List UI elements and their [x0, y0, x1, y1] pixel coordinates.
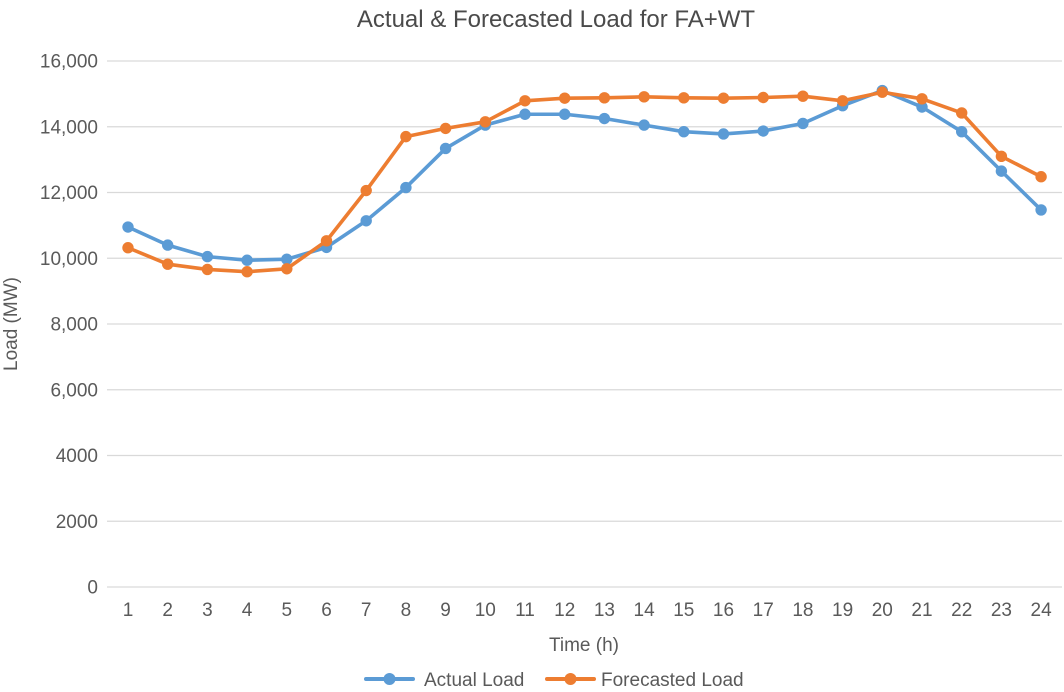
series-line: [126, 90, 1043, 274]
data-point-marker: [122, 242, 134, 254]
x-tick-label: 17: [753, 600, 774, 621]
data-point-marker: [519, 108, 531, 120]
data-point-marker: [360, 184, 372, 197]
data-point-marker: [638, 91, 650, 103]
data-point-marker: [559, 92, 571, 104]
data-point-marker: [717, 128, 730, 140]
gridlines: [107, 60, 1062, 588]
x-tick-label: 2: [162, 600, 173, 621]
x-tick-label: 12: [554, 600, 575, 621]
x-tick-label: 16: [713, 600, 734, 621]
x-tick-label: 4: [242, 600, 253, 621]
data-point-marker: [678, 92, 690, 104]
data-point-marker: [162, 239, 174, 251]
data-point-marker: [400, 181, 412, 194]
data-point-marker: [162, 258, 174, 270]
y-tick-labels: 0 2000 4000 6,000 8,000 10,000 12,000 14,000 16,…: [40, 52, 98, 599]
y-tick-label: 12,000: [40, 183, 98, 204]
y-tick-label: 10,000: [40, 249, 98, 270]
x-tick-label: 23: [991, 600, 1012, 621]
data-point-marker: [916, 101, 928, 113]
chart-title: Actual & Forecasted Load for FA+WT: [357, 6, 756, 33]
data-point-marker: [400, 130, 412, 143]
y-tick-label: 0: [87, 578, 98, 599]
legend-item-forecasted-load[interactable]: Forecasted Load: [545, 670, 744, 691]
series-group: [122, 84, 1047, 278]
x-tick-label: 24: [1031, 600, 1053, 621]
data-point-marker: [638, 119, 650, 131]
data-point-marker: [717, 92, 730, 104]
data-point-marker: [439, 142, 452, 155]
x-tick-label: 5: [282, 600, 293, 621]
data-point-marker: [678, 125, 690, 138]
x-tick-label: 6: [321, 600, 332, 621]
series-actual-load: [122, 84, 1047, 266]
legend-marker-dot-forecasted: [564, 673, 577, 685]
data-point-marker: [836, 95, 849, 107]
x-tick-label: 22: [951, 600, 972, 621]
x-tick-label: 7: [361, 600, 372, 621]
data-point-marker: [598, 112, 611, 125]
data-point-marker: [241, 254, 253, 266]
x-tick-label: 13: [594, 600, 615, 621]
legend-item-actual-load[interactable]: Actual Load: [364, 670, 524, 691]
data-point-marker: [281, 263, 293, 275]
data-point-marker: [757, 125, 769, 137]
data-point-marker: [201, 263, 214, 276]
data-point-marker: [1035, 171, 1047, 183]
data-point-marker: [916, 93, 928, 105]
x-tick-label: 20: [872, 600, 893, 621]
y-tick-label: 14,000: [40, 117, 98, 138]
series-line: [126, 88, 1043, 263]
y-tick-label: 6,000: [50, 380, 98, 401]
x-tick-label: 11: [515, 600, 535, 621]
data-point-marker: [320, 235, 333, 247]
x-tick-label: 8: [401, 600, 412, 621]
data-point-marker: [956, 125, 968, 138]
data-point-marker: [439, 122, 452, 135]
data-point-marker: [956, 107, 968, 119]
legend-marker-dot-actual: [383, 673, 396, 685]
data-point-marker: [598, 92, 611, 104]
x-tick-label: 21: [911, 600, 932, 621]
data-point-marker: [757, 91, 769, 104]
x-tick-label: 18: [792, 600, 813, 621]
x-tick-label: 3: [202, 600, 213, 621]
x-tick-labels: 1 2 3 4 5 6 7 8 9 10 11 12 13 14 15 16 17 18 19 20 21 22 23 24: [123, 600, 1052, 621]
data-point-marker: [797, 117, 809, 130]
data-point-marker: [797, 90, 809, 102]
data-point-marker: [995, 150, 1008, 163]
x-tick-label: 19: [832, 600, 853, 621]
y-tick-label: 8,000: [50, 315, 98, 336]
data-point-marker: [519, 95, 531, 107]
y-axis-title: Load (MW): [1, 277, 22, 371]
data-point-marker: [559, 108, 571, 120]
data-point-marker: [122, 221, 134, 233]
data-point-marker: [360, 215, 372, 227]
data-point-marker: [876, 86, 888, 98]
legend-label-actual: Actual Load: [424, 670, 524, 691]
x-tick-label: 10: [475, 600, 496, 621]
y-tick-label: 2000: [56, 512, 98, 533]
x-axis-title: Time (h): [549, 635, 619, 656]
data-point-marker: [995, 165, 1008, 177]
data-point-marker: [1035, 204, 1047, 216]
legend-label-forecasted: Forecasted Load: [601, 670, 744, 691]
data-point-marker: [241, 266, 253, 278]
y-tick-label: 16,000: [40, 52, 98, 73]
y-tick-label: 4000: [56, 446, 98, 467]
legend: Actual Load Forecasted Load: [364, 670, 744, 691]
x-tick-label: 1: [123, 600, 134, 621]
x-tick-label: 9: [440, 600, 451, 621]
data-point-marker: [201, 250, 214, 263]
data-point-marker: [479, 116, 491, 128]
data-point-marker: [281, 253, 293, 265]
series-forecasted-load: [122, 86, 1047, 278]
x-tick-label: 14: [634, 600, 656, 621]
x-tick-label: 15: [673, 600, 694, 621]
